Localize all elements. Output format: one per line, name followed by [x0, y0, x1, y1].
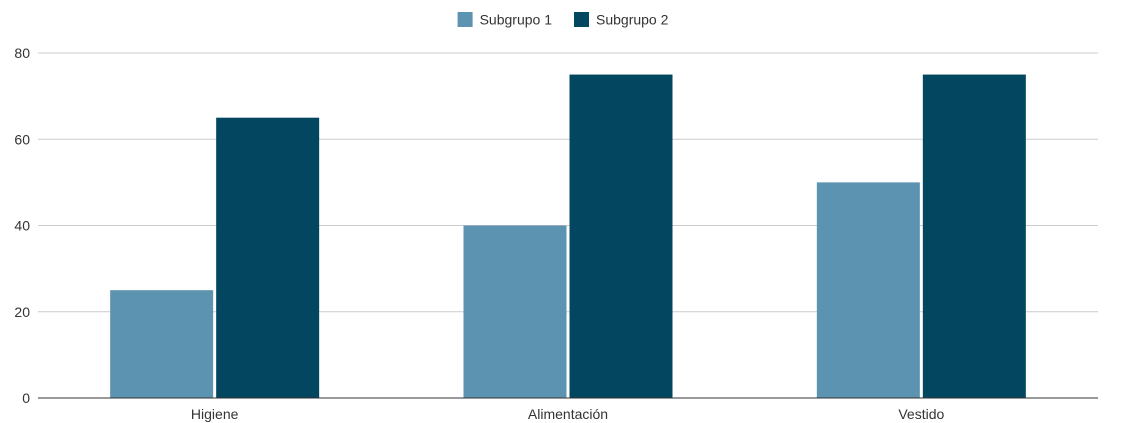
bar-higiene-series-2: [216, 117, 320, 398]
y-tick-label: 40: [14, 218, 30, 234]
x-tick-label: Vestido: [898, 406, 944, 422]
bar-higiene-series-1: [110, 290, 214, 398]
axes: 0 20 40 60 80 Higiene Alimentación Vestido: [14, 45, 1098, 422]
bar-alimentaci-n-series-2: [569, 74, 673, 398]
x-tick-label: Alimentación: [528, 406, 608, 422]
y-tick-label: 0: [22, 390, 30, 406]
gridlines: [38, 52, 1098, 313]
legend-label-series-2: Subgrupo 2: [596, 12, 669, 28]
bars: [110, 74, 1026, 398]
legend: Subgrupo 1 Subgrupo 2: [457, 12, 669, 28]
y-tick-label: 80: [14, 45, 30, 61]
legend-swatch-series-1: [457, 12, 473, 27]
y-tick-label: 60: [14, 131, 30, 147]
bar-vestido-series-2: [922, 74, 1026, 398]
legend-label-series-1: Subgrupo 1: [480, 12, 553, 28]
x-tick-label: Higiene: [191, 406, 239, 422]
bar-alimentaci-n-series-1: [463, 225, 567, 398]
bar-vestido-series-1: [816, 182, 920, 398]
y-tick-label: 20: [14, 304, 30, 320]
legend-swatch-series-2: [574, 12, 589, 27]
